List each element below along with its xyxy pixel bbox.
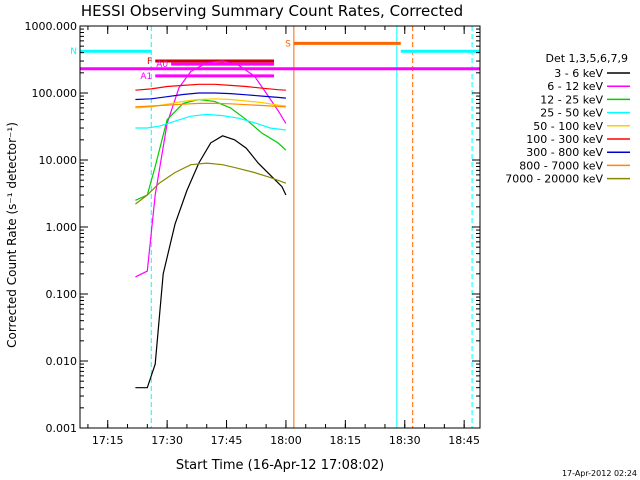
- plot-frame: [79, 25, 481, 429]
- plot-area: F N S A0 A1: [70, 26, 480, 428]
- series-line: [135, 102, 286, 108]
- y-tick-label: 1000.000: [25, 20, 78, 33]
- series-line: [135, 98, 287, 201]
- flag-label: S: [285, 39, 291, 49]
- x-tick-label: 18:30: [389, 434, 421, 447]
- x-tick-label: 17:30: [151, 434, 183, 447]
- legend-label: 7000 - 20000 keV: [505, 173, 603, 186]
- axes: 0.001 0.010 0.100 1.000 10.000 100.000 1000.00…: [25, 20, 481, 447]
- y-tick-label: 10.000: [39, 154, 78, 167]
- legend-label: 800 - 7000 keV: [519, 159, 603, 172]
- y-tick-label: 1.000: [46, 221, 78, 234]
- x-tick-label: 17:15: [92, 434, 124, 447]
- legend-label: 50 - 100 keV: [533, 120, 603, 133]
- y-axis-label: Corrected Count Rate (s⁻¹ detector⁻¹): [5, 122, 19, 348]
- flag-label: F: [147, 57, 152, 67]
- flag-label: A1: [140, 72, 152, 82]
- x-tick-label: 17:45: [211, 434, 243, 447]
- legend-label: 100 - 300 keV: [526, 133, 603, 146]
- series-line: [135, 83, 286, 91]
- legend-label: 25 - 50 keV: [540, 107, 603, 120]
- flag-label: N: [70, 47, 77, 57]
- x-tick-label: 18:15: [329, 434, 361, 447]
- series-line: [135, 60, 287, 278]
- legend-label: 6 - 12 keV: [547, 80, 603, 93]
- series-line: [135, 135, 287, 389]
- legend-label: 300 - 800 keV: [526, 146, 603, 159]
- y-tick-label: 0.010: [46, 355, 78, 368]
- y-tick-label: 0.001: [46, 422, 78, 435]
- series-line: [135, 92, 286, 101]
- flag-label: A0: [156, 60, 168, 70]
- x-tick-label: 18:45: [448, 434, 480, 447]
- x-tick-label: 18:00: [270, 434, 302, 447]
- series-line: [135, 162, 287, 205]
- timestamp-footer: 17-Apr-2012 02:24: [562, 469, 637, 478]
- y-tick-label: 100.000: [32, 87, 78, 100]
- legend-title: Det 1,3,5,6,7,9: [545, 52, 628, 65]
- chart-title: HESSI Observing Summary Count Rates, Cor…: [81, 2, 463, 20]
- legend-label: 3 - 6 keV: [554, 67, 603, 80]
- legend-label: 12 - 25 keV: [540, 93, 603, 106]
- y-tick-label: 0.100: [46, 288, 78, 301]
- series-line: [135, 113, 286, 131]
- x-axis-label: Start Time (16-Apr-12 17:08:02): [176, 458, 384, 473]
